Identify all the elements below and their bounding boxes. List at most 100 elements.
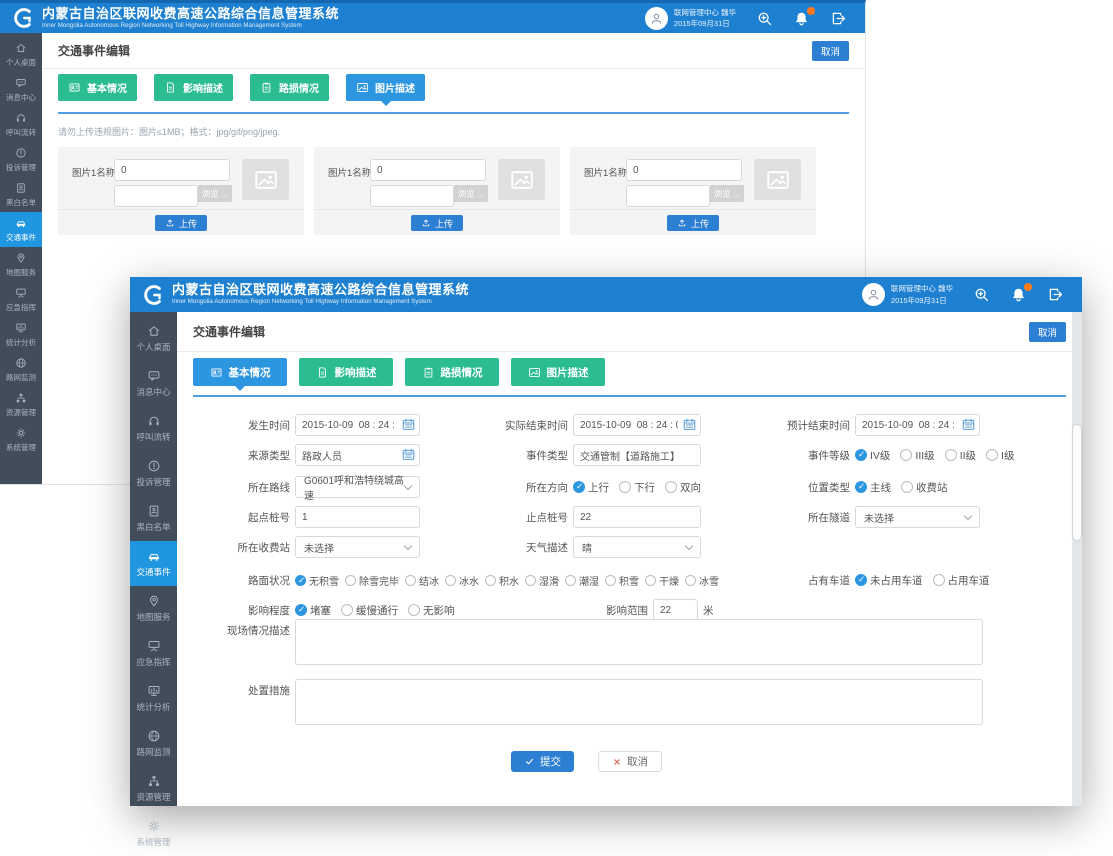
image-name-input[interactable]	[114, 159, 230, 181]
sidebar-item-messages[interactable]: 消息中心	[130, 361, 177, 406]
radio-option[interactable]: II级	[944, 448, 976, 463]
radio-option[interactable]: III级	[900, 448, 935, 463]
sidebar-item-messages[interactable]: 消息中心	[0, 72, 42, 107]
radio-option[interactable]: 潮湿	[565, 573, 599, 588]
tab-road-damage[interactable]: 路损情况	[405, 358, 499, 386]
radio-option[interactable]: 缓慢通行	[341, 603, 398, 618]
file-path-input[interactable]	[626, 185, 710, 207]
browse-button[interactable]: 浏览 ...	[198, 185, 232, 202]
occur-time-input[interactable]	[295, 414, 420, 436]
sidebar-item-resources[interactable]: 资源管理	[0, 387, 42, 422]
route-select[interactable]: G0601呼和浩特绕城高速	[295, 476, 420, 502]
logout-icon[interactable]	[1047, 286, 1064, 303]
notification-bell-icon[interactable]	[1010, 283, 1032, 303]
tab-impact-desc[interactable]: 影响描述	[154, 74, 233, 101]
radio-option[interactable]: 上行	[573, 480, 609, 495]
radio-option[interactable]: 未占用车道	[855, 573, 923, 588]
radio-option[interactable]: 收费站	[901, 480, 948, 495]
sidebar-item-emergency[interactable]: 应急指挥	[130, 631, 177, 676]
cancel-button[interactable]: 取消	[598, 751, 662, 772]
sidebar-item-resources[interactable]: 资源管理	[130, 766, 177, 811]
sidebar-item-network-monitor[interactable]: 路网监测	[130, 721, 177, 766]
sidebar-item-blacklist[interactable]: 黑白名单	[0, 177, 42, 212]
sidebar-item-emergency[interactable]: 应急指挥	[0, 282, 42, 317]
weather-select[interactable]: 晴	[573, 536, 701, 558]
radio-option[interactable]: 无影响	[408, 603, 455, 618]
upload-button[interactable]: 上传	[666, 215, 720, 231]
sidebar-item-system[interactable]: 系统管理	[0, 422, 42, 457]
tab-basic-info[interactable]: 基本情况	[193, 358, 287, 391]
sidebar-item-traffic-events[interactable]: 交通事件	[130, 541, 177, 586]
radio-option[interactable]: 干燥	[645, 573, 679, 588]
radio-option[interactable]: 下行	[619, 480, 655, 495]
zoom-search-icon[interactable]	[756, 10, 773, 27]
sidebar-item-desktop[interactable]: 个人桌面	[0, 37, 42, 72]
tab-picture-desc[interactable]: 图片描述	[346, 74, 425, 106]
sidebar-item-call-transfer[interactable]: 呼叫流转	[130, 406, 177, 451]
upload-button[interactable]: 上传	[154, 215, 208, 231]
cancel-button-top[interactable]: 取消	[811, 40, 849, 61]
radio-option[interactable]: 积水	[485, 573, 519, 588]
sidebar-item-statistics[interactable]: 统计分析	[0, 317, 42, 352]
image-name-input[interactable]	[370, 159, 486, 181]
notification-bell-icon[interactable]	[793, 6, 815, 27]
radio-option[interactable]: 双向	[665, 480, 701, 495]
zoom-search-icon[interactable]	[973, 286, 990, 303]
impact-range-input[interactable]	[653, 599, 698, 621]
sidebar-item-traffic-events[interactable]: 交通事件	[0, 212, 42, 247]
tab-basic-info[interactable]: 基本情况	[58, 74, 137, 101]
event-type-input[interactable]	[573, 444, 701, 466]
tab-road-damage[interactable]: 路损情况	[250, 74, 329, 101]
tab-picture-desc[interactable]: 图片描述	[511, 358, 605, 386]
sidebar-item-system[interactable]: 系统管理	[130, 811, 177, 856]
sidebar-item-map-service[interactable]: 地图服务	[130, 586, 177, 631]
scrollbar-thumb[interactable]	[1073, 425, 1081, 540]
sidebar-item-complaints[interactable]: 投诉管理	[0, 142, 42, 177]
radio-option[interactable]: 除雪完毕	[345, 573, 399, 588]
sidebar-item-desktop[interactable]: 个人桌面	[130, 316, 177, 361]
file-path-input[interactable]	[114, 185, 198, 207]
radio-option[interactable]: IV级	[855, 448, 890, 463]
calendar-icon[interactable]	[401, 447, 416, 462]
sidebar-item-blacklist[interactable]: 黑白名单	[130, 496, 177, 541]
calendar-icon[interactable]	[682, 417, 697, 432]
user-info[interactable]: 联网管理中心 魏华 2015年09月31日	[861, 283, 953, 306]
radio-option[interactable]: I级	[986, 448, 1014, 463]
image-name-input[interactable]	[626, 159, 742, 181]
browse-button[interactable]: 浏览 ...	[710, 185, 744, 202]
vertical-scrollbar[interactable]	[1072, 312, 1082, 806]
radio-option[interactable]: 无积雪	[295, 573, 339, 588]
sidebar-item-statistics[interactable]: 统计分析	[130, 676, 177, 721]
user-info[interactable]: 联网管理中心 魏华 2015年09月31日	[644, 6, 736, 30]
start-stake-input[interactable]	[295, 506, 420, 528]
sidebar-item-complaints[interactable]: 投诉管理	[130, 451, 177, 496]
expected-end-time-input[interactable]	[855, 414, 980, 436]
radio-option[interactable]: 主线	[855, 480, 891, 495]
sidebar-item-map-service[interactable]: 地图服务	[0, 247, 42, 282]
radio-option[interactable]: 结冰	[405, 573, 439, 588]
tab-impact-desc[interactable]: 影响描述	[299, 358, 393, 386]
measures-textarea[interactable]	[295, 679, 983, 725]
submit-button[interactable]: 提交	[511, 751, 574, 772]
radio-option[interactable]: 积雪	[605, 573, 639, 588]
sidebar-item-network-monitor[interactable]: 路网监测	[0, 352, 42, 387]
tunnel-select[interactable]: 未选择	[855, 506, 980, 528]
file-path-input[interactable]	[370, 185, 454, 207]
upload-button[interactable]: 上传	[410, 215, 464, 231]
calendar-icon[interactable]	[961, 417, 976, 432]
sidebar-item-call-transfer[interactable]: 呼叫流转	[0, 107, 42, 142]
browse-button[interactable]: 浏览 ...	[454, 185, 488, 202]
toll-station-select[interactable]: 未选择	[295, 536, 420, 558]
radio-option[interactable]: 冰雪	[685, 573, 719, 588]
calendar-icon[interactable]	[401, 417, 416, 432]
actual-end-time-input[interactable]	[573, 414, 701, 436]
cancel-button-top[interactable]: 取消	[1028, 321, 1066, 342]
end-stake-input[interactable]	[573, 506, 701, 528]
radio-option[interactable]: 湿滑	[525, 573, 559, 588]
scene-description-textarea[interactable]	[295, 619, 983, 665]
radio-option[interactable]: 冰水	[445, 573, 479, 588]
radio-option[interactable]: 堵塞	[295, 603, 331, 618]
radio-option[interactable]: 占用车道	[932, 573, 990, 588]
source-type-input[interactable]	[295, 444, 420, 466]
logout-icon[interactable]	[830, 10, 847, 27]
